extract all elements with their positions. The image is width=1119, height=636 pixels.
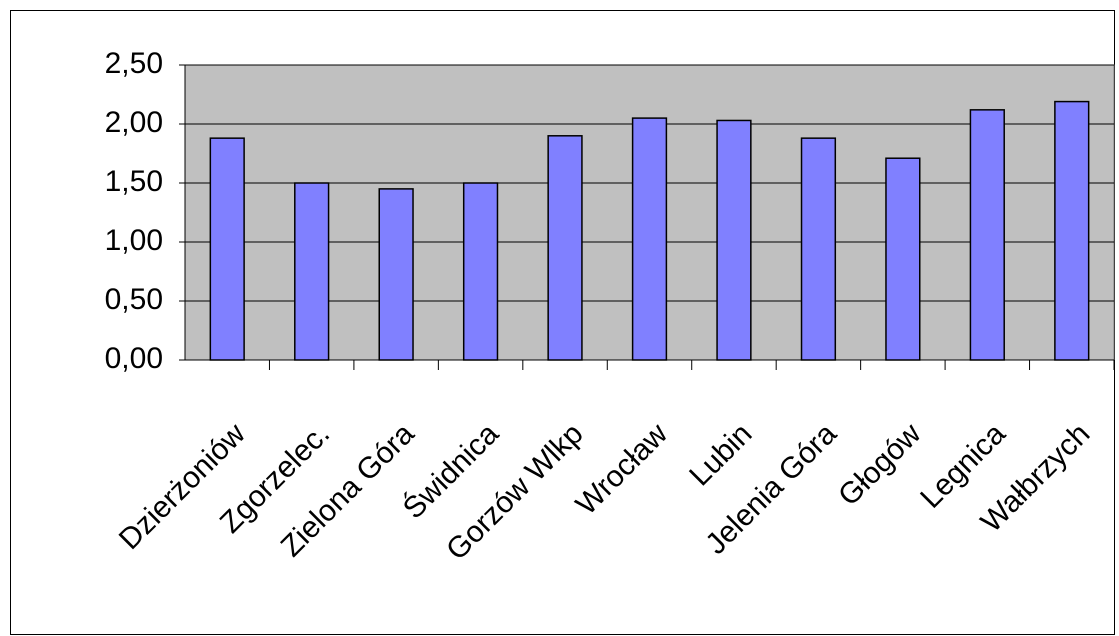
y-tick-label: 0,50: [105, 283, 163, 316]
bar: [294, 182, 330, 361]
bar: [716, 119, 752, 361]
y-tick-label: 2,00: [105, 106, 163, 139]
y-tick-label: 1,00: [105, 224, 163, 257]
bar: [209, 137, 245, 361]
bar: [800, 137, 837, 361]
y-tick-label: 1,50: [105, 165, 163, 198]
bar: [462, 182, 499, 361]
bar: [885, 157, 921, 361]
bar: [969, 109, 1005, 361]
y-tick-label: 0,00: [105, 342, 163, 375]
bar: [378, 188, 414, 361]
bar: [547, 135, 583, 361]
bar: [631, 117, 668, 361]
y-tick-label: 2,50: [105, 47, 163, 80]
bar: [1054, 100, 1090, 361]
